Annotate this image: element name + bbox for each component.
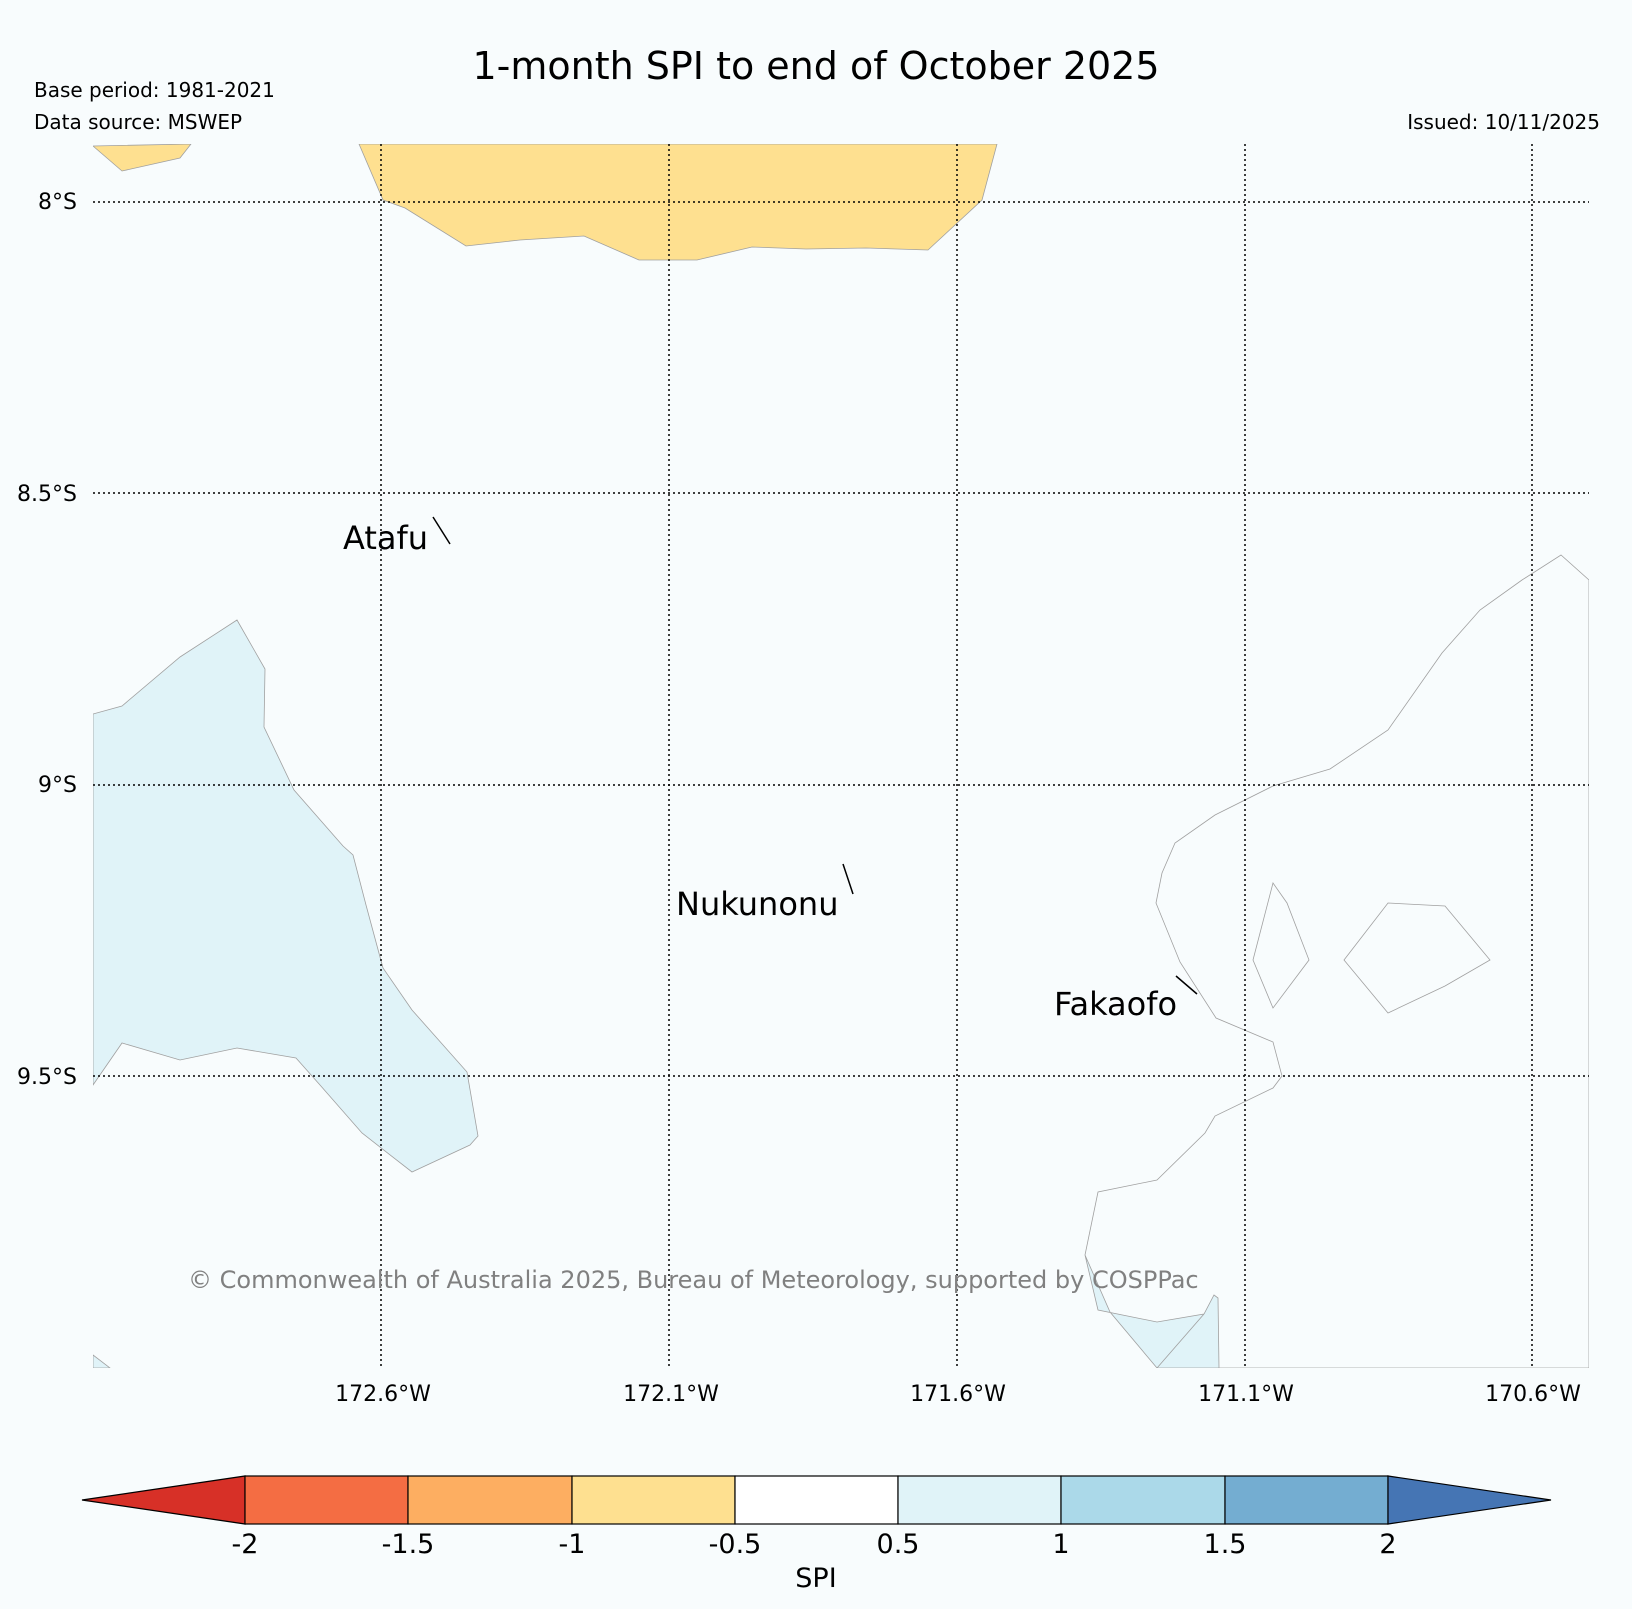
issued-date-label: Issued: 10/11/2025 [1407, 110, 1600, 134]
colorbar-bin-1-to-1.5 [1060, 1475, 1226, 1525]
colorbar-bin--1-to--0.5 [571, 1475, 736, 1525]
colorbar-tick-label: -1.5 [382, 1529, 435, 1560]
lon-label-171.1W: 171.1°W [1198, 1382, 1294, 1407]
colorbar-bin--2-to--1.5 [244, 1475, 409, 1525]
place-label-fakaofo: Fakaofo [1054, 985, 1177, 1023]
colorbar-tick-label: 1 [1052, 1529, 1069, 1560]
atoll-marker-atafu [432, 516, 451, 545]
lat-label-8S: 8°S [38, 190, 77, 215]
map-title: 1-month SPI to end of October 2025 [472, 44, 1160, 88]
colorbar-tick-label: 2 [1379, 1529, 1396, 1560]
map-background [93, 144, 1589, 1368]
lon-label-172.1W: 172.1°W [623, 1382, 719, 1407]
colorbar-extend-low [81, 1475, 246, 1525]
colorbar-extend-high [1387, 1475, 1552, 1525]
atoll-marker-nukunonu [842, 863, 854, 895]
lat-label-9S: 9°S [38, 773, 77, 798]
lon-label-170.6W: 170.6°W [1485, 1382, 1581, 1407]
colorbar-tick-label: -0.5 [709, 1529, 762, 1560]
lat-label-9.5S: 9.5°S [17, 1065, 77, 1090]
place-label-atafu: Atafu [343, 519, 428, 557]
place-label-nukunonu: Nukunonu [676, 885, 838, 923]
colorbar-label: SPI [795, 1563, 836, 1594]
normal-hole-1 [1252, 882, 1310, 1009]
colorbar-bin--1.5-to--1 [407, 1475, 573, 1525]
normal-hole-2 [1343, 902, 1491, 1014]
colorbar-bin-0.5-to-1 [897, 1475, 1062, 1525]
wet-region-southwest [93, 1354, 111, 1368]
lon-label-171.6W: 171.6°W [910, 1382, 1006, 1407]
data-source-label: Data source: MSWEP [34, 110, 243, 134]
copyright-notice: © Commonwealth of Australia 2025, Bureau… [188, 1266, 1199, 1294]
map-panel: 8°S 8.5°S 9°S 9.5°S 172.6°W 172.1°W 171.… [17, 144, 1589, 1407]
lat-label-8.5S: 8.5°S [17, 482, 77, 507]
base-period-label: Base period: 1981-2021 [34, 78, 275, 102]
colorbar-tick-label: 1.5 [1204, 1529, 1247, 1560]
colorbar-bin-1.5-to-2 [1224, 1475, 1389, 1525]
colorbar-tick-label: -1 [559, 1529, 586, 1560]
lon-label-172.6W: 172.6°W [335, 1382, 431, 1407]
colorbar-tick-label: 0.5 [877, 1529, 920, 1560]
colorbar-tick-label: -2 [232, 1529, 259, 1560]
colorbar-bin--0.5-to-0.5 [734, 1475, 899, 1525]
atoll-marker-fakaofo [1175, 975, 1198, 995]
spi-colorbar [81, 1475, 1552, 1525]
wet-region-east [1084, 554, 1589, 1368]
colorbar-ticks: -2 -1.5 -1 -0.5 0.5 1 1.5 2 SPI [232, 1529, 1397, 1594]
dry-region-north [93, 144, 192, 172]
